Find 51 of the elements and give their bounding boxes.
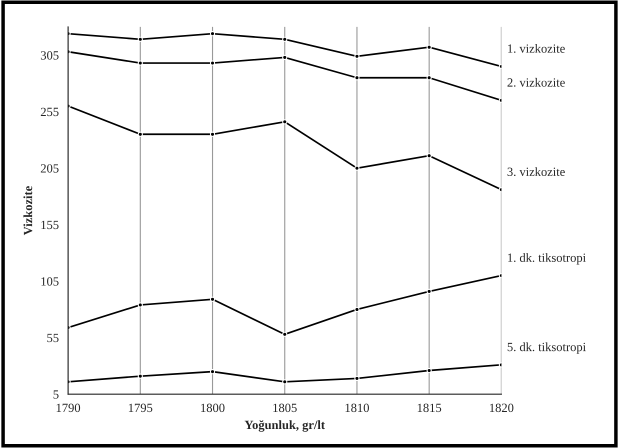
point xyxy=(354,306,360,312)
x-axis-title: Yoğunluk, gr/lt xyxy=(244,420,325,432)
line-series xyxy=(68,103,502,192)
point xyxy=(426,288,432,294)
series-label: 5. dk. tiksotropi xyxy=(508,342,586,354)
series-label: 2. vizkozite xyxy=(507,78,565,87)
x-tick-label: 1795 xyxy=(128,404,152,412)
point xyxy=(282,54,288,60)
point xyxy=(282,36,288,42)
point xyxy=(210,60,216,66)
line-series xyxy=(68,272,502,337)
point xyxy=(210,369,216,374)
y-tick-label: 5 xyxy=(54,390,59,399)
point xyxy=(354,166,360,171)
x-tick-label: 1815 xyxy=(418,404,442,412)
point xyxy=(282,332,288,337)
point xyxy=(354,54,360,59)
line-series xyxy=(68,362,502,384)
point xyxy=(138,302,143,308)
point xyxy=(138,36,143,42)
y-tick-label: 105 xyxy=(41,277,59,286)
point xyxy=(138,132,143,137)
point xyxy=(138,374,143,379)
line-series xyxy=(68,31,502,70)
x-tick-label: 1800 xyxy=(201,404,225,412)
point xyxy=(426,153,432,158)
y-tick-label: 155 xyxy=(41,220,59,230)
line-series xyxy=(68,49,502,103)
point xyxy=(426,75,432,80)
point xyxy=(354,75,360,80)
y-axis-title: Vizkozite xyxy=(23,186,32,236)
x-tick-label: 1810 xyxy=(346,404,369,412)
point xyxy=(210,132,216,137)
point xyxy=(354,376,360,382)
series-label: 1. vizkozite xyxy=(508,44,565,53)
x-tick-label: 1805 xyxy=(273,404,297,412)
x-tick-label: 1790 xyxy=(56,404,80,412)
y-tick-label: 205 xyxy=(40,164,59,173)
series-label: 1. dk. tiksotropi xyxy=(508,253,586,264)
y-tick-label: 305 xyxy=(40,51,59,60)
y-tick-label: 255 xyxy=(40,108,59,116)
point xyxy=(426,368,432,374)
point xyxy=(426,44,432,50)
point xyxy=(282,119,288,124)
point xyxy=(210,296,216,302)
x-tick-label: 1820 xyxy=(490,404,514,412)
point xyxy=(138,60,143,66)
point xyxy=(282,379,288,384)
point xyxy=(210,31,216,36)
y-tick-label: 55 xyxy=(47,334,59,342)
series-label: 3. vizkozite xyxy=(508,167,565,176)
